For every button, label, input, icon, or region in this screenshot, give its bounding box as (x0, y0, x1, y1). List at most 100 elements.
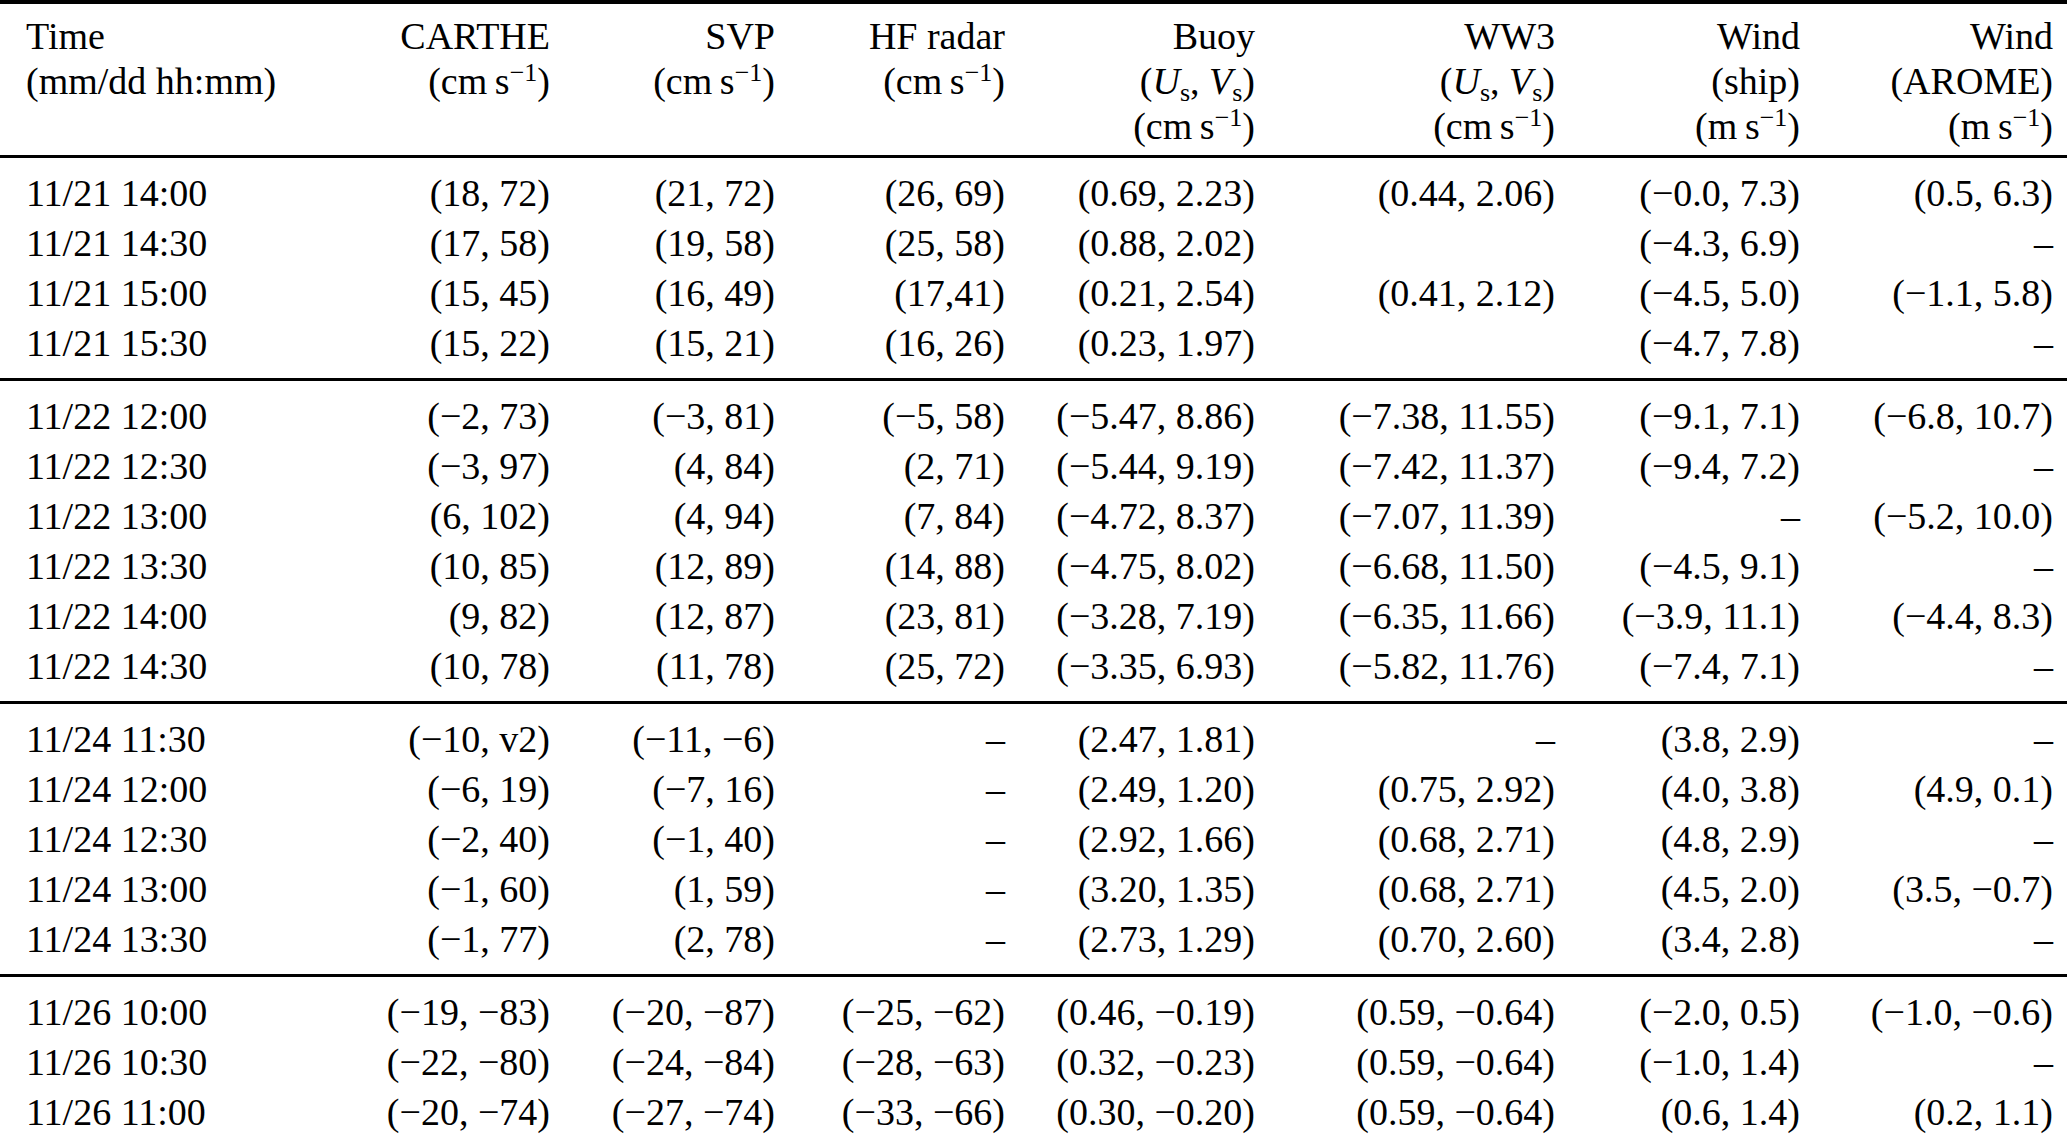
table-row: 11/22 14:30(10, 78)(11, 78)(25, 72)(−3.3… (0, 641, 2067, 703)
col-unit: (cm s−1) (344, 59, 550, 104)
cell-value: – (1269, 703, 1569, 765)
cell-value: (2.49, 1.20) (1019, 764, 1269, 814)
col-unit: (m s−1) (1814, 104, 2053, 149)
cell-time: 11/22 12:00 (0, 380, 344, 442)
cell-value: (1, 59) (564, 864, 789, 914)
cell-value: – (1814, 218, 2067, 268)
cell-time: 11/24 13:00 (0, 864, 344, 914)
col-header-hf-radar: HF radar (cm s−1) (789, 2, 1019, 157)
cell-value: (0.5, 6.3) (1814, 157, 2067, 219)
cell-value: – (1814, 914, 2067, 976)
cell-value: (−27, −74) (564, 1087, 789, 1142)
cell-value: (18, 72) (344, 157, 564, 219)
table-row: 11/22 13:00(6, 102)(4, 94)(7, 84)(−4.72,… (0, 491, 2067, 541)
cell-value: (−5.82, 11.76) (1269, 641, 1569, 703)
cell-value: (2.92, 1.66) (1019, 814, 1269, 864)
cell-value: (15, 45) (344, 268, 564, 318)
col-subtitle: (mm/dd hh:mm) (26, 59, 330, 104)
col-header-carthe: CARTHE (cm s−1) (344, 2, 564, 157)
col-header-wind-arome: Wind (AROME) (m s−1) (1814, 2, 2067, 157)
table-row: 11/22 14:00(9, 82)(12, 87)(23, 81)(−3.28… (0, 591, 2067, 641)
cell-value: (21, 72) (564, 157, 789, 219)
cell-time: 11/22 13:00 (0, 491, 344, 541)
cell-value: – (1814, 641, 2067, 703)
col-subtitle: (ship) (1569, 59, 1800, 104)
cell-value: (−25, −62) (789, 976, 1019, 1038)
cell-value: (−3, 81) (564, 380, 789, 442)
cell-time: 11/26 10:00 (0, 976, 344, 1038)
cell-value: (11, 78) (564, 641, 789, 703)
col-title: Time (26, 14, 330, 59)
cell-value: (−9.1, 7.1) (1569, 380, 1814, 442)
cell-value: (0.6, 1.4) (1569, 1087, 1814, 1142)
cell-value: – (789, 814, 1019, 864)
table-row: 11/24 12:30(−2, 40)(−1, 40)–(2.92, 1.66)… (0, 814, 2067, 864)
cell-value: (15, 22) (344, 318, 564, 380)
col-title: Wind (1814, 14, 2053, 59)
cell-time: 11/24 13:30 (0, 914, 344, 976)
cell-value: (−1.0, −0.6) (1814, 976, 2067, 1038)
cell-value: (17,41) (789, 268, 1019, 318)
cell-value: (−3.9, 11.1) (1569, 591, 1814, 641)
cell-value: (−1, 60) (344, 864, 564, 914)
cell-value (1269, 218, 1569, 268)
table-row: 11/21 14:00(18, 72)(21, 72)(26, 69)(0.69… (0, 157, 2067, 219)
page: Time (mm/dd hh:mm) CARTHE (cm s−1) SVP (… (0, 0, 2067, 1142)
table-body: 11/21 14:00(18, 72)(21, 72)(26, 69)(0.69… (0, 157, 2067, 1142)
cell-value: (−20, −87) (564, 976, 789, 1038)
cell-value: (−6.8, 10.7) (1814, 380, 2067, 442)
cell-value: (−4.4, 8.3) (1814, 591, 2067, 641)
cell-value: (0.32, −0.23) (1019, 1037, 1269, 1087)
cell-value: (3.8, 2.9) (1569, 703, 1814, 765)
cell-value: (0.44, 2.06) (1269, 157, 1569, 219)
table-header: Time (mm/dd hh:mm) CARTHE (cm s−1) SVP (… (0, 2, 2067, 157)
cell-value: (10, 78) (344, 641, 564, 703)
table-row: 11/26 10:30(−22, −80)(−24, −84)(−28, −63… (0, 1037, 2067, 1087)
cell-value: (12, 87) (564, 591, 789, 641)
cell-time: 11/26 11:00 (0, 1087, 344, 1142)
cell-value: (−1.0, 1.4) (1569, 1037, 1814, 1087)
cell-value: (2.73, 1.29) (1019, 914, 1269, 976)
cell-time: 11/22 14:30 (0, 641, 344, 703)
col-header-svp: SVP (cm s−1) (564, 2, 789, 157)
cell-value: (−4.72, 8.37) (1019, 491, 1269, 541)
cell-value: (−6.35, 11.66) (1269, 591, 1569, 641)
col-unit: (cm s−1) (1269, 104, 1555, 149)
col-uv-label: (Us, Vs) (1019, 59, 1255, 104)
cell-value: – (1814, 441, 2067, 491)
cell-value: (4.8, 2.9) (1569, 814, 1814, 864)
cell-value: – (789, 864, 1019, 914)
cell-value: (−20, −74) (344, 1087, 564, 1142)
cell-value: (25, 72) (789, 641, 1019, 703)
cell-time: 11/21 15:30 (0, 318, 344, 380)
cell-value: (12, 89) (564, 541, 789, 591)
col-uv-label: (Us, Vs) (1269, 59, 1555, 104)
cell-value: (−2, 73) (344, 380, 564, 442)
col-header-wind-ship: Wind (ship) (m s−1) (1569, 2, 1814, 157)
col-header-time: Time (mm/dd hh:mm) (0, 2, 344, 157)
cell-value: (17, 58) (344, 218, 564, 268)
cell-value: (−4.75, 8.02) (1019, 541, 1269, 591)
cell-value: (−5.47, 8.86) (1019, 380, 1269, 442)
cell-value: (0.59, −0.64) (1269, 1037, 1569, 1087)
cell-value: (−6, 19) (344, 764, 564, 814)
col-unit: (cm s−1) (564, 59, 775, 104)
cell-value: (26, 69) (789, 157, 1019, 219)
cell-time: 11/24 12:00 (0, 764, 344, 814)
cell-value: – (1814, 541, 2067, 591)
observation-table: Time (mm/dd hh:mm) CARTHE (cm s−1) SVP (… (0, 0, 2067, 1142)
cell-value: (4.0, 3.8) (1569, 764, 1814, 814)
cell-value: (−1, 40) (564, 814, 789, 864)
cell-value: (−22, −80) (344, 1037, 564, 1087)
cell-value: (−7.42, 11.37) (1269, 441, 1569, 491)
col-unit: (m s−1) (1569, 104, 1800, 149)
cell-value: (−1.1, 5.8) (1814, 268, 2067, 318)
cell-value: (23, 81) (789, 591, 1019, 641)
cell-value: (0.2, 1.1) (1814, 1087, 2067, 1142)
cell-time: 11/21 14:00 (0, 157, 344, 219)
cell-value: – (1814, 318, 2067, 380)
cell-value: (0.68, 2.71) (1269, 864, 1569, 914)
cell-value: (4.9, 0.1) (1814, 764, 2067, 814)
table-row: 11/26 10:00(−19, −83)(−20, −87)(−25, −62… (0, 976, 2067, 1038)
cell-value: (0.59, −0.64) (1269, 976, 1569, 1038)
